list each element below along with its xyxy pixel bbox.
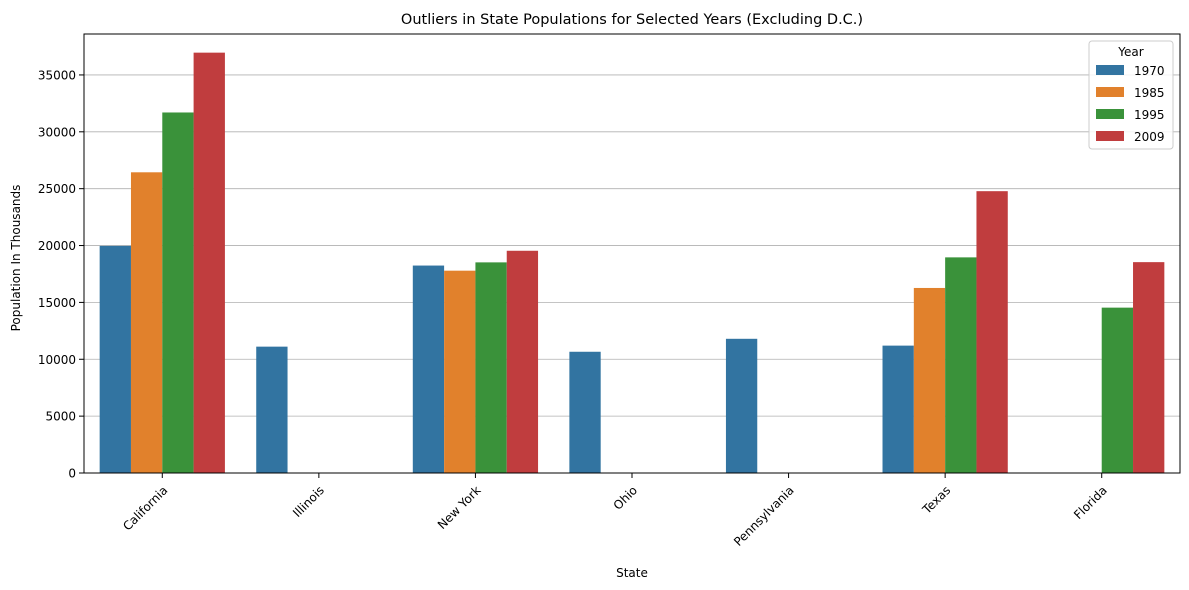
bar-1995 [475,262,507,473]
legend-label-1985: 1985 [1134,86,1165,100]
y-tick-label: 30000 [38,125,76,139]
legend-swatch-1970 [1096,65,1124,75]
y-tick-label: 0 [68,467,76,481]
bar-1985 [444,270,476,473]
legend-title: Year [1117,45,1143,59]
bar-1995 [945,257,977,473]
x-axis-title: State [616,566,648,580]
bar-1995 [1101,307,1134,473]
y-tick-label: 5000 [45,410,76,424]
bar-2009 [976,191,1008,473]
bar-1970 [569,351,601,473]
bar-2009 [193,52,225,473]
y-tick-label: 10000 [38,353,76,367]
chart-title: Outliers in State Populations for Select… [401,12,863,28]
legend-swatch-2009 [1096,131,1124,141]
legend: Year 1970 1985 1995 2009 [1088,40,1174,150]
bar-1970 [412,265,445,473]
legend-label-1995: 1995 [1134,108,1165,122]
legend-label-1970: 1970 [1134,64,1165,78]
legend-label-2009: 2009 [1134,130,1165,144]
y-tick-label: 15000 [38,296,76,310]
bar-1985 [130,172,163,473]
y-axis-title: Population In Thousands [9,185,23,332]
bar-2009 [506,250,539,473]
bars [99,52,1165,473]
bar-1970 [99,245,131,473]
bar-1970 [256,346,288,473]
legend-swatch-1985 [1096,87,1124,97]
legend-swatch-1995 [1096,109,1124,119]
bar-2009 [1133,262,1165,473]
bar-1970 [725,338,758,473]
bar-1995 [162,112,194,473]
bar-1985 [913,287,946,473]
y-axis: 0 5000 10000 15000 20000 25000 30000 35000 [38,68,84,481]
y-tick-label: 20000 [38,239,76,253]
bar-1970 [882,345,914,473]
y-tick-label: 25000 [38,182,76,196]
y-tick-label: 35000 [38,68,76,82]
